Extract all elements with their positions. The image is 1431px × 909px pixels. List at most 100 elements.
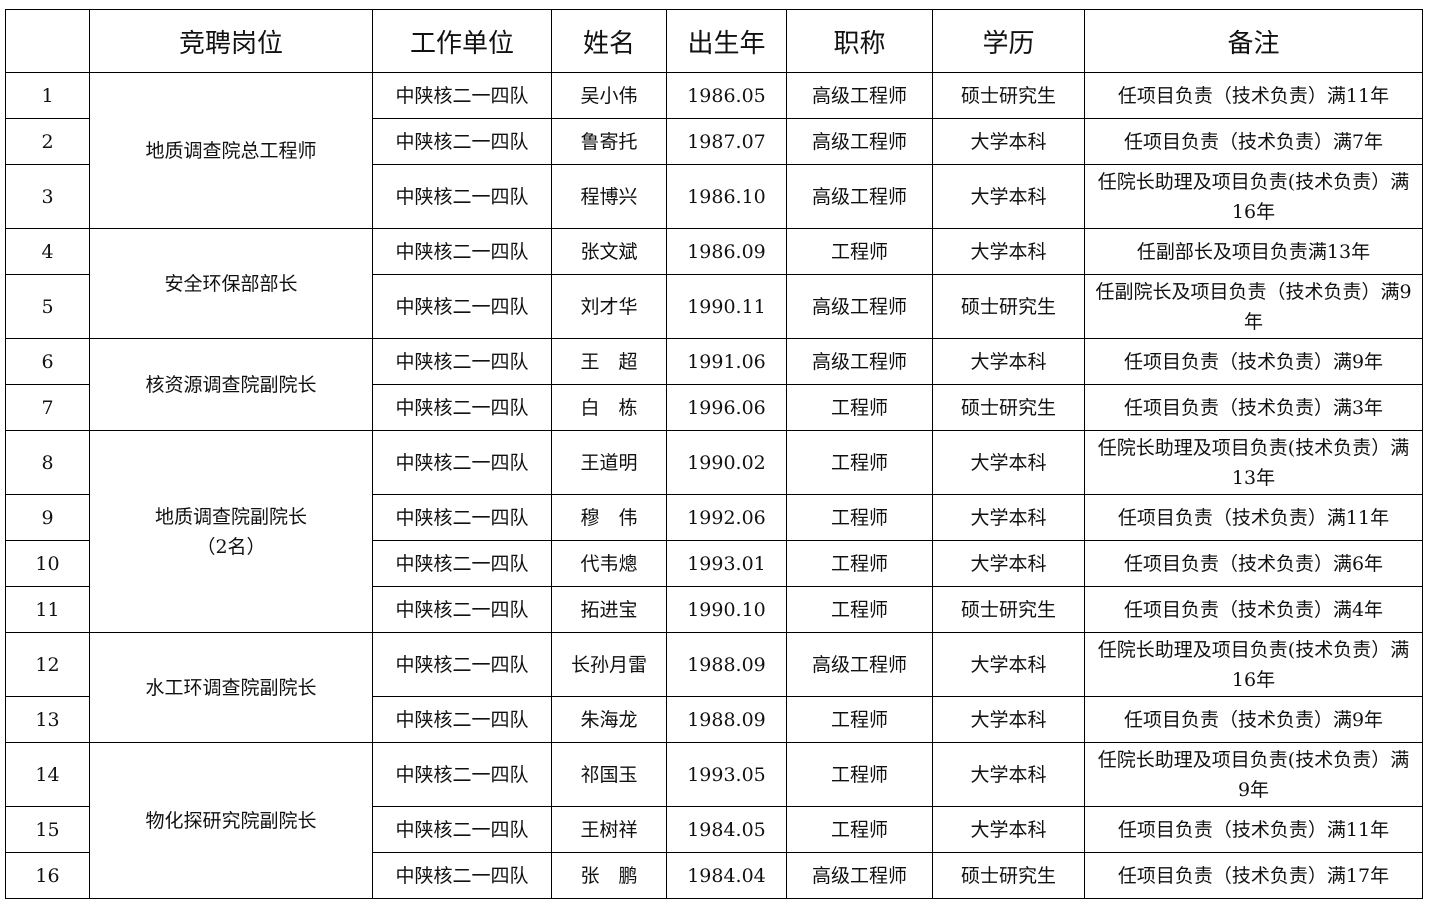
education-cell: 大学本科 — [932, 228, 1085, 275]
row-index-cell: 11 — [5, 586, 90, 633]
table-row: 3 中陕核二一四队 程博兴 1986.10 高级工程师 大学本科 任院长助理及项目负责(技术… — [5, 164, 1423, 229]
header-row: 竞聘岗位 工作单位 姓名 出生年 职称 学历 备注 — [5, 9, 1423, 73]
job-title-cell: 高级工程师 — [786, 274, 933, 339]
remark-cell: 任副部长及项目负责满13年 — [1084, 228, 1423, 275]
candidates-table: 竞聘岗位 工作单位 姓名 出生年 职称 学历 备注 1 地质调查院总工程师 中陕核二… — [5, 9, 1423, 899]
header-index — [5, 9, 90, 73]
row-index-cell: 8 — [5, 430, 90, 495]
job-title-cell: 高级工程师 — [786, 338, 933, 385]
work-unit-cell: 中陕核二一四队 — [372, 494, 552, 541]
table-row: 4 安全环保部部长 中陕核二一四队 张文斌 1986.09 工程师 大学本科 任副部长及项目负… — [5, 228, 1423, 339]
job-title-cell: 高级工程师 — [786, 164, 933, 229]
row-index-cell: 14 — [5, 742, 90, 807]
person-name-cell: 张 鹏 — [551, 852, 667, 899]
education-cell: 硕士研究生 — [932, 586, 1085, 633]
remark-cell: 任项目负责（技术负责）满4年 — [1084, 586, 1423, 633]
education-cell: 硕士研究生 — [932, 72, 1085, 119]
table-row: 2 中陕核二一四队 鲁寄托 1987.07 高级工程师 大学本科 任项目负责（技术负责）满7… — [5, 118, 1423, 165]
birth-date-cell: 1986.10 — [666, 164, 787, 229]
table-row: 16 中陕核二一四队张 鹏 1984.04 高级工程师 硕士研究生 任项目负责（技术负责）… — [5, 852, 1423, 899]
education-cell: 大学本科 — [932, 632, 1085, 697]
table-row: 15 中陕核二一四队 王树祥 1984.05 工程师 大学本科 任项目负责（技术负责）满11… — [5, 806, 1423, 853]
birth-date-cell: 1991.06 — [666, 338, 787, 385]
row-index-cell: 7 — [5, 384, 90, 431]
header-birth: 出生年 — [666, 9, 787, 73]
remark-cell: 任项目负责（技术负责）满11年 — [1084, 494, 1423, 541]
birth-date-cell: 1990.11 — [666, 274, 787, 339]
header-education: 学历 — [932, 9, 1085, 73]
post-cell: 水工环调查院副院长 — [89, 632, 373, 743]
birth-date-cell: 1993.01 — [666, 540, 787, 587]
job-title-cell: 工程师 — [786, 696, 933, 743]
job-title-cell: 工程师 — [786, 586, 933, 633]
job-title-cell: 工程师 — [786, 540, 933, 587]
birth-date-cell: 1990.02 — [666, 430, 787, 495]
birth-date-cell: 1992.06 — [666, 494, 787, 541]
table-row: 1 地质调查院总工程师 中陕核二一四队 吴小伟 1986.05 高级工程师 硕士研究生 任项目… — [5, 72, 1423, 229]
table-body: 1 地质调查院总工程师 中陕核二一四队 吴小伟 1986.05 高级工程师 硕士研究生 任项目… — [5, 72, 1423, 899]
work-unit-cell: 中陕核二一四队 — [372, 118, 552, 165]
row-index-cell: 4 — [5, 228, 90, 275]
job-title-cell: 高级工程师 — [786, 72, 933, 119]
work-unit-cell: 中陕核二一四队 — [372, 632, 552, 697]
row-index-cell: 16 — [5, 852, 90, 899]
work-unit-cell: 中陕核二一四队 — [372, 430, 552, 495]
table-row: 13 中陕核二一四队 朱海龙 1988.09 工程师 大学本科 任项目负责（技术负责）满9年 — [5, 696, 1423, 743]
person-name-cell: 拓进宝 — [551, 586, 667, 633]
work-unit-cell: 中陕核二一四队 — [372, 274, 552, 339]
work-unit-cell: 中陕核二一四队 — [372, 586, 552, 633]
birth-date-cell: 1988.09 — [666, 696, 787, 743]
remark-cell: 任项目负责（技术负责）满17年 — [1084, 852, 1423, 899]
person-name-cell: 白 栋 — [551, 384, 667, 431]
row-index-cell: 13 — [5, 696, 90, 743]
table-row: 11 中陕核二一四队 拓进宝 1990.10 工程师 硕士研究生 任项目负责（技术负责）满4… — [5, 586, 1423, 633]
person-name-cell: 吴小伟 — [551, 72, 667, 119]
birth-date-cell: 1986.09 — [666, 228, 787, 275]
person-name-cell: 王树祥 — [551, 806, 667, 853]
row-index-cell: 3 — [5, 164, 90, 229]
job-title-cell: 工程师 — [786, 806, 933, 853]
row-index-cell: 12 — [5, 632, 90, 697]
job-title-cell: 工程师 — [786, 228, 933, 275]
remark-cell: 任院长助理及项目负责(技术负责）满9年 — [1084, 742, 1423, 807]
education-cell: 大学本科 — [932, 540, 1085, 587]
person-name-cell: 王道明 — [551, 430, 667, 495]
remark-cell: 任项目负责（技术负责）满11年 — [1084, 806, 1423, 853]
education-cell: 大学本科 — [932, 430, 1085, 495]
header-title: 职称 — [786, 9, 933, 73]
row-index-cell: 1 — [5, 72, 90, 119]
job-title-cell: 高级工程师 — [786, 118, 933, 165]
job-title-cell: 工程师 — [786, 742, 933, 807]
row-index-cell: 15 — [5, 806, 90, 853]
remark-cell: 任项目负责（技术负责）满9年 — [1084, 338, 1423, 385]
table-row: 12 水工环调查院副院长 中陕核二一四队 长孙月雷 1988.09 高级工程师 大学本科 任院… — [5, 632, 1423, 743]
table-row: 10 中陕核二一四队 代韦熜 1993.01 工程师 大学本科 任项目负责（技术负责）满6年 — [5, 540, 1423, 587]
row-index-cell: 5 — [5, 274, 90, 339]
remark-cell: 任院长助理及项目负责(技术负责）满16年 — [1084, 632, 1423, 697]
birth-date-cell: 1987.07 — [666, 118, 787, 165]
row-index-cell: 9 — [5, 494, 90, 541]
birth-date-cell: 1993.05 — [666, 742, 787, 807]
remark-cell: 任院长助理及项目负责(技术负责）满16年 — [1084, 164, 1423, 229]
row-index-cell: 6 — [5, 338, 90, 385]
post-cell: 核资源调查院副院长 — [89, 338, 373, 431]
table-row: 5 中陕核二一四队 刘才华 1990.11 高级工程师 硕士研究生 任副院长及项目负责（技术… — [5, 274, 1423, 339]
person-name-cell: 代韦熜 — [551, 540, 667, 587]
work-unit-cell: 中陕核二一四队 — [372, 384, 552, 431]
remark-cell: 任副院长及项目负责（技术负责）满9年 — [1084, 274, 1423, 339]
education-cell: 大学本科 — [932, 338, 1085, 385]
row-index-cell: 10 — [5, 540, 90, 587]
person-name-cell: 祁国玉 — [551, 742, 667, 807]
remark-cell: 任项目负责（技术负责）满6年 — [1084, 540, 1423, 587]
job-title-cell: 工程师 — [786, 494, 933, 541]
person-name-cell: 鲁寄托 — [551, 118, 667, 165]
education-cell: 大学本科 — [932, 806, 1085, 853]
header-unit: 工作单位 — [372, 9, 552, 73]
education-cell: 硕士研究生 — [932, 384, 1085, 431]
remark-cell: 任院长助理及项目负责(技术负责）满13年 — [1084, 430, 1423, 495]
person-name-cell: 刘才华 — [551, 274, 667, 339]
education-cell: 大学本科 — [932, 696, 1085, 743]
education-cell: 大学本科 — [932, 494, 1085, 541]
work-unit-cell: 中陕核二一四队 — [372, 852, 552, 899]
person-name-cell: 王 超 — [551, 338, 667, 385]
